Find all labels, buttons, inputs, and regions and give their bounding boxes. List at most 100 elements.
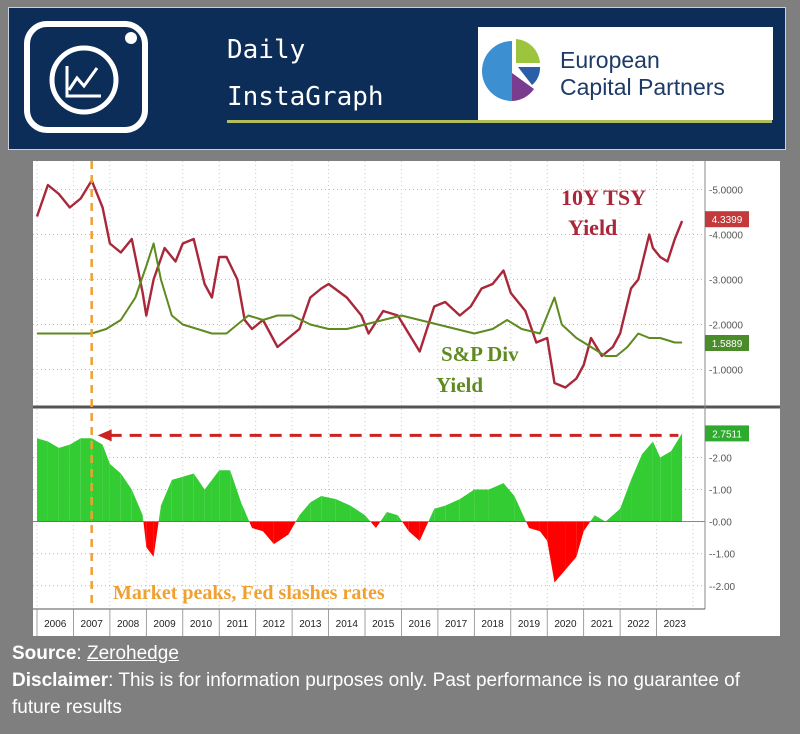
spread-area-segment [514, 495, 527, 522]
source-label: Source [12, 643, 77, 664]
spread-area-segment [459, 489, 475, 522]
spread-area-segment [428, 508, 435, 522]
spread-area-segment [273, 521, 289, 545]
x-tick-label: 2009 [153, 619, 176, 630]
spread-area-segment [193, 473, 205, 522]
top-ytick-label: -4.0000 [709, 231, 743, 242]
tsy-yield-line [35, 179, 684, 389]
x-tick-label: 2020 [554, 619, 577, 630]
event-marker [90, 161, 679, 609]
spread-area-segment [37, 438, 48, 522]
spread-area-segment [503, 483, 515, 522]
spread-area-segment [652, 441, 661, 522]
brand-title-daily: Daily [227, 35, 306, 65]
disclaimer-text: This is for information purposes only. P… [12, 670, 741, 718]
x-tick-label: 2013 [299, 619, 322, 630]
spread-area-segment [109, 463, 121, 522]
annotation-tsy-line2: Yield [568, 215, 617, 240]
spread-area-segment [58, 444, 70, 522]
spread-area-segment [153, 521, 159, 557]
spread-area-segment [419, 521, 429, 541]
x-tick-label: 2014 [336, 619, 359, 630]
x-tick-label: 2018 [481, 619, 504, 630]
x-tick-label: 2007 [81, 619, 104, 630]
spread-area-segment [69, 438, 81, 522]
footer: Source: Zerohedge Disclaimer: This is fo… [12, 640, 792, 721]
spread-area-segment [230, 470, 242, 522]
disclaimer-line: Disclaimer: This is for information purp… [12, 670, 741, 718]
bottom-ytick-label: --2.00 [709, 582, 736, 593]
spread-area-segment [576, 521, 584, 557]
spread-area-segment [219, 470, 231, 522]
value-badges: 4.3399 1.5889 2.7511 [705, 211, 749, 442]
spread-area-segment [474, 489, 489, 522]
spread-area-segment [131, 489, 143, 522]
div-last-value-badge: 1.5889 [712, 339, 743, 350]
spread-last-value-badge-bg [705, 425, 749, 442]
spread-area-segment [547, 521, 555, 583]
spread-area-segment [182, 473, 194, 522]
spread-area-segment [620, 479, 632, 522]
spread-area-segment [249, 521, 253, 529]
spread-area-segment [299, 502, 311, 522]
spread-area [33, 433, 705, 583]
spread-area-segment [310, 495, 322, 522]
line-chart-camera-icon [24, 21, 148, 133]
axis-ticks: -5.0000 -4.0000 -3.0000 -2.0000 -1.0000 -2.00… [709, 186, 743, 593]
spread-area-segment [565, 521, 577, 570]
arrow-head [97, 429, 112, 442]
top-grid [33, 161, 705, 609]
disclaimer-label: Disclaimer [12, 670, 109, 691]
annotation-div-line2: Yield [436, 373, 483, 397]
spread-area-segment [402, 521, 409, 532]
spread-area-segment [365, 515, 371, 522]
spread-area-segment [91, 438, 103, 522]
spread-area-segment [321, 495, 336, 522]
spread-area-segment [605, 508, 621, 522]
spread-area-segment [583, 521, 591, 532]
spread-area-segment [241, 502, 250, 522]
spread-area-segment [529, 521, 540, 532]
spread-area-segment [554, 521, 566, 583]
spread-area-segment [252, 521, 263, 532]
spread-area-segment [375, 521, 381, 529]
top-ytick-label: -1.0000 [709, 366, 743, 377]
annotation-tsy-line1: 10Y TSY [561, 185, 646, 210]
bottom-ytick-label: -1.00 [709, 486, 732, 497]
spread-area-segment [211, 470, 220, 522]
spread-area-segment [143, 521, 147, 548]
spread-area-segment [262, 521, 274, 545]
spread-area-segment [397, 515, 403, 522]
tsy-last-value-badge-bg [705, 211, 749, 228]
spread-area-segment [47, 441, 59, 522]
x-tick-label: 2019 [518, 619, 541, 630]
spread-area-segment [204, 479, 212, 522]
spread-area-segment [631, 454, 642, 522]
spread-area-segment [158, 505, 161, 522]
spread-area-segment [350, 505, 365, 522]
spread-area-segment [660, 451, 672, 522]
partner-name-line2: Capital Partners [560, 74, 725, 100]
spread-area-segment [80, 438, 92, 522]
bottom-ytick-label: -2.00 [709, 453, 732, 464]
x-tick-label: 2015 [372, 619, 395, 630]
spread-area-segment [142, 515, 144, 522]
header-banner: Daily InstaGraph European Capital Partne… [8, 7, 786, 150]
x-axis-labels: 2006 2007 2008 2009 2010 2011 2012 2013 2014 2015… [36, 609, 686, 636]
spread-area-segment [671, 433, 683, 522]
spread-area-segment [380, 512, 387, 522]
x-tick-label: 2021 [591, 619, 614, 630]
spread-area-segment [160, 479, 172, 522]
spread-area-segment [288, 521, 296, 535]
source-link[interactable]: Zerohedge [86, 643, 179, 664]
chart-panel: -5.0000 -4.0000 -3.0000 -2.0000 -1.0000 -2.00… [33, 161, 780, 636]
x-tick-label: 2008 [117, 619, 140, 630]
chart-canvas: -5.0000 -4.0000 -3.0000 -2.0000 -1.0000 -2.00… [33, 161, 780, 636]
spread-area-segment [335, 499, 351, 522]
div-yield-line [37, 242, 683, 357]
brand-title-instagraph: InstaGraph [227, 82, 384, 112]
x-tick-label: 2006 [44, 619, 67, 630]
spread-area-segment [434, 505, 446, 522]
bottom-ytick-label: --1.00 [709, 550, 736, 561]
spread-area-segment [488, 483, 504, 522]
